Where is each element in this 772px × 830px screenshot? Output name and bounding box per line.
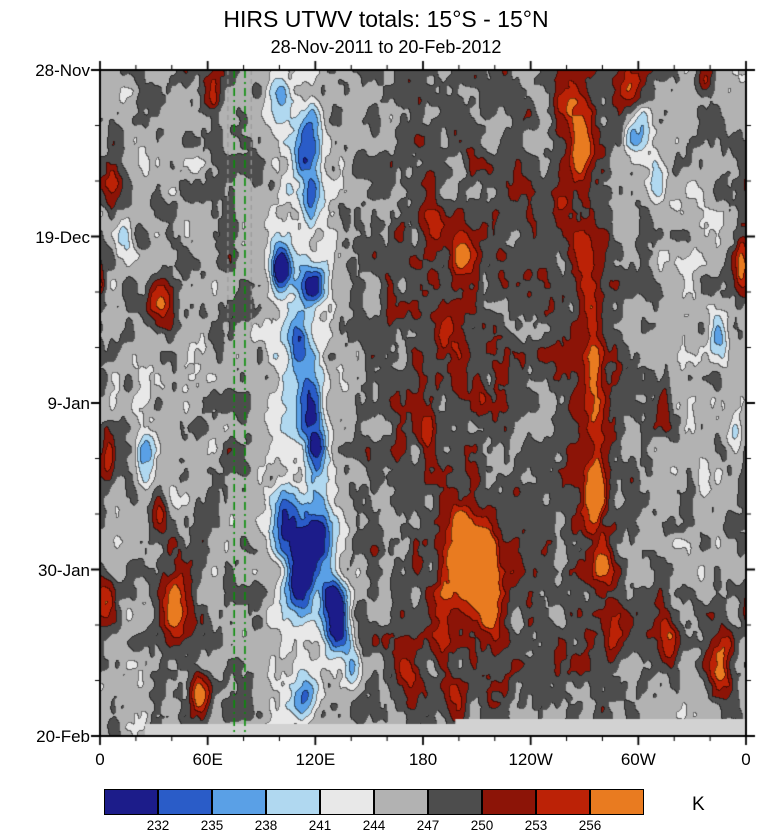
y-tick-label: 9-Jan xyxy=(47,394,90,413)
colorbar-swatch xyxy=(428,789,482,815)
colorbar-tick-label: 244 xyxy=(362,818,386,830)
colorbar-swatch xyxy=(158,789,212,815)
chart-subtitle: 28-Nov-2011 to 20-Feb-2012 xyxy=(270,37,502,57)
colorbar-tick-label: 256 xyxy=(578,818,602,830)
colorbar-swatch xyxy=(374,789,428,815)
colorbar-swatch xyxy=(536,789,590,815)
x-tick-label: 180 xyxy=(408,750,438,769)
colorbar-swatch xyxy=(320,789,374,815)
chart-title: HIRS UTWV totals: 15°S - 15°N xyxy=(223,6,549,32)
x-tick-label: 120E xyxy=(295,750,336,769)
colorbar-tick-label: 238 xyxy=(254,818,278,830)
y-tick-label: 28-Nov xyxy=(35,61,90,80)
colorbar-unit-label: K xyxy=(692,794,705,815)
x-tick-label: 0 xyxy=(95,750,105,769)
y-tick-label: 30-Jan xyxy=(38,560,90,580)
colorbar-tick-label: 247 xyxy=(416,818,440,830)
y-tick-label: 19-Dec xyxy=(35,227,90,247)
x-tick-label: 120W xyxy=(508,750,553,769)
colorbar-swatch xyxy=(482,789,536,815)
x-tick-label: 60W xyxy=(620,750,656,769)
colorbar-swatch xyxy=(104,789,158,815)
x-tick-label: 0 xyxy=(741,750,751,769)
x-tick-label: 60E xyxy=(192,750,223,769)
colorbar-tick-label: 235 xyxy=(200,818,224,830)
colorbar-tick-label: 253 xyxy=(524,818,548,830)
colorbar-tick-label: 232 xyxy=(146,818,170,830)
colorbar-swatch xyxy=(212,789,266,815)
y-tick-label: 20-Feb xyxy=(36,727,90,746)
colorbar-swatch xyxy=(266,789,320,815)
colorbar-swatch xyxy=(590,789,644,815)
colorbar-tick-label: 250 xyxy=(470,818,494,830)
colorbar-tick-label: 241 xyxy=(308,818,332,830)
